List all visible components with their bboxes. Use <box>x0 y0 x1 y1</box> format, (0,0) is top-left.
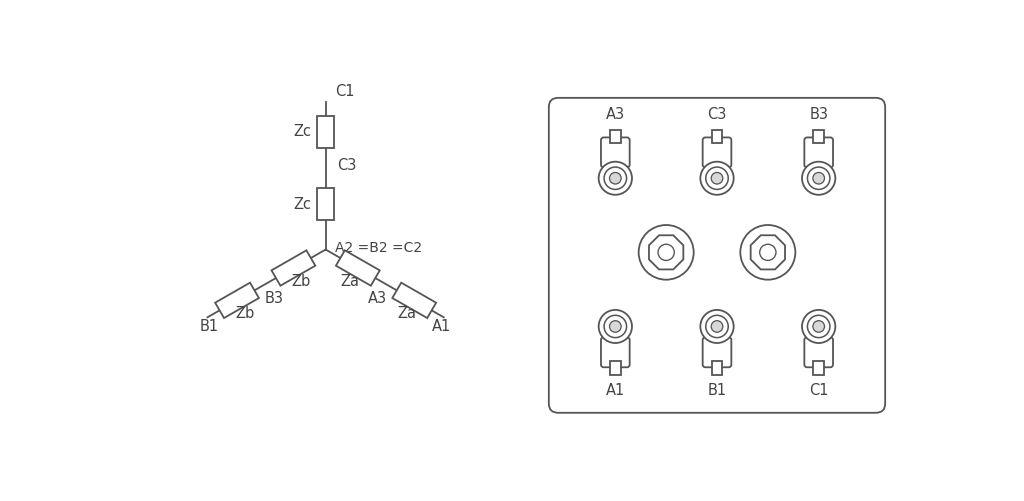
Circle shape <box>712 172 723 184</box>
Text: C1: C1 <box>809 383 828 398</box>
Text: A1: A1 <box>605 383 625 398</box>
FancyBboxPatch shape <box>601 137 630 167</box>
Circle shape <box>599 310 632 343</box>
Circle shape <box>609 172 622 184</box>
Circle shape <box>760 244 776 261</box>
Text: C3: C3 <box>337 158 356 173</box>
Bar <box>813 362 824 375</box>
Circle shape <box>639 225 693 280</box>
Circle shape <box>813 172 824 184</box>
Bar <box>317 116 334 148</box>
Polygon shape <box>649 235 683 270</box>
Text: C3: C3 <box>708 107 727 122</box>
Polygon shape <box>271 250 315 286</box>
Text: Zb: Zb <box>292 274 310 289</box>
Circle shape <box>700 162 733 195</box>
Text: Zb: Zb <box>236 306 254 321</box>
Polygon shape <box>336 250 380 286</box>
Text: B3: B3 <box>264 292 284 306</box>
Bar <box>712 130 722 143</box>
Circle shape <box>700 310 733 343</box>
Polygon shape <box>392 283 436 318</box>
FancyBboxPatch shape <box>804 337 833 367</box>
FancyBboxPatch shape <box>702 337 731 367</box>
Text: A3: A3 <box>606 107 625 122</box>
Text: B1: B1 <box>200 319 219 334</box>
FancyBboxPatch shape <box>601 337 630 367</box>
Circle shape <box>609 321 622 332</box>
Text: A3: A3 <box>368 292 387 306</box>
Circle shape <box>604 167 627 189</box>
Circle shape <box>808 167 829 189</box>
Text: A1: A1 <box>432 319 452 334</box>
Circle shape <box>604 315 627 338</box>
Polygon shape <box>215 283 259 318</box>
Bar <box>712 362 722 375</box>
Circle shape <box>658 244 674 261</box>
Circle shape <box>802 162 836 195</box>
Text: Za: Za <box>397 306 416 321</box>
Circle shape <box>706 315 728 338</box>
Text: Zc: Zc <box>293 124 311 139</box>
Bar <box>610 362 621 375</box>
Circle shape <box>813 321 824 332</box>
Circle shape <box>802 310 836 343</box>
Circle shape <box>712 321 723 332</box>
Bar <box>610 130 621 143</box>
FancyBboxPatch shape <box>804 137 833 167</box>
FancyBboxPatch shape <box>549 98 885 413</box>
Circle shape <box>740 225 796 280</box>
Text: A2 =B2 =C2: A2 =B2 =C2 <box>335 241 422 255</box>
Bar <box>813 130 824 143</box>
FancyBboxPatch shape <box>702 137 731 167</box>
Text: Zc: Zc <box>293 196 311 211</box>
Circle shape <box>706 167 728 189</box>
Text: B1: B1 <box>708 383 727 398</box>
Bar <box>317 188 334 220</box>
Text: B3: B3 <box>809 107 828 122</box>
Circle shape <box>808 315 829 338</box>
Polygon shape <box>751 235 785 270</box>
Text: C1: C1 <box>335 84 354 99</box>
Circle shape <box>599 162 632 195</box>
Text: Za: Za <box>341 274 359 289</box>
